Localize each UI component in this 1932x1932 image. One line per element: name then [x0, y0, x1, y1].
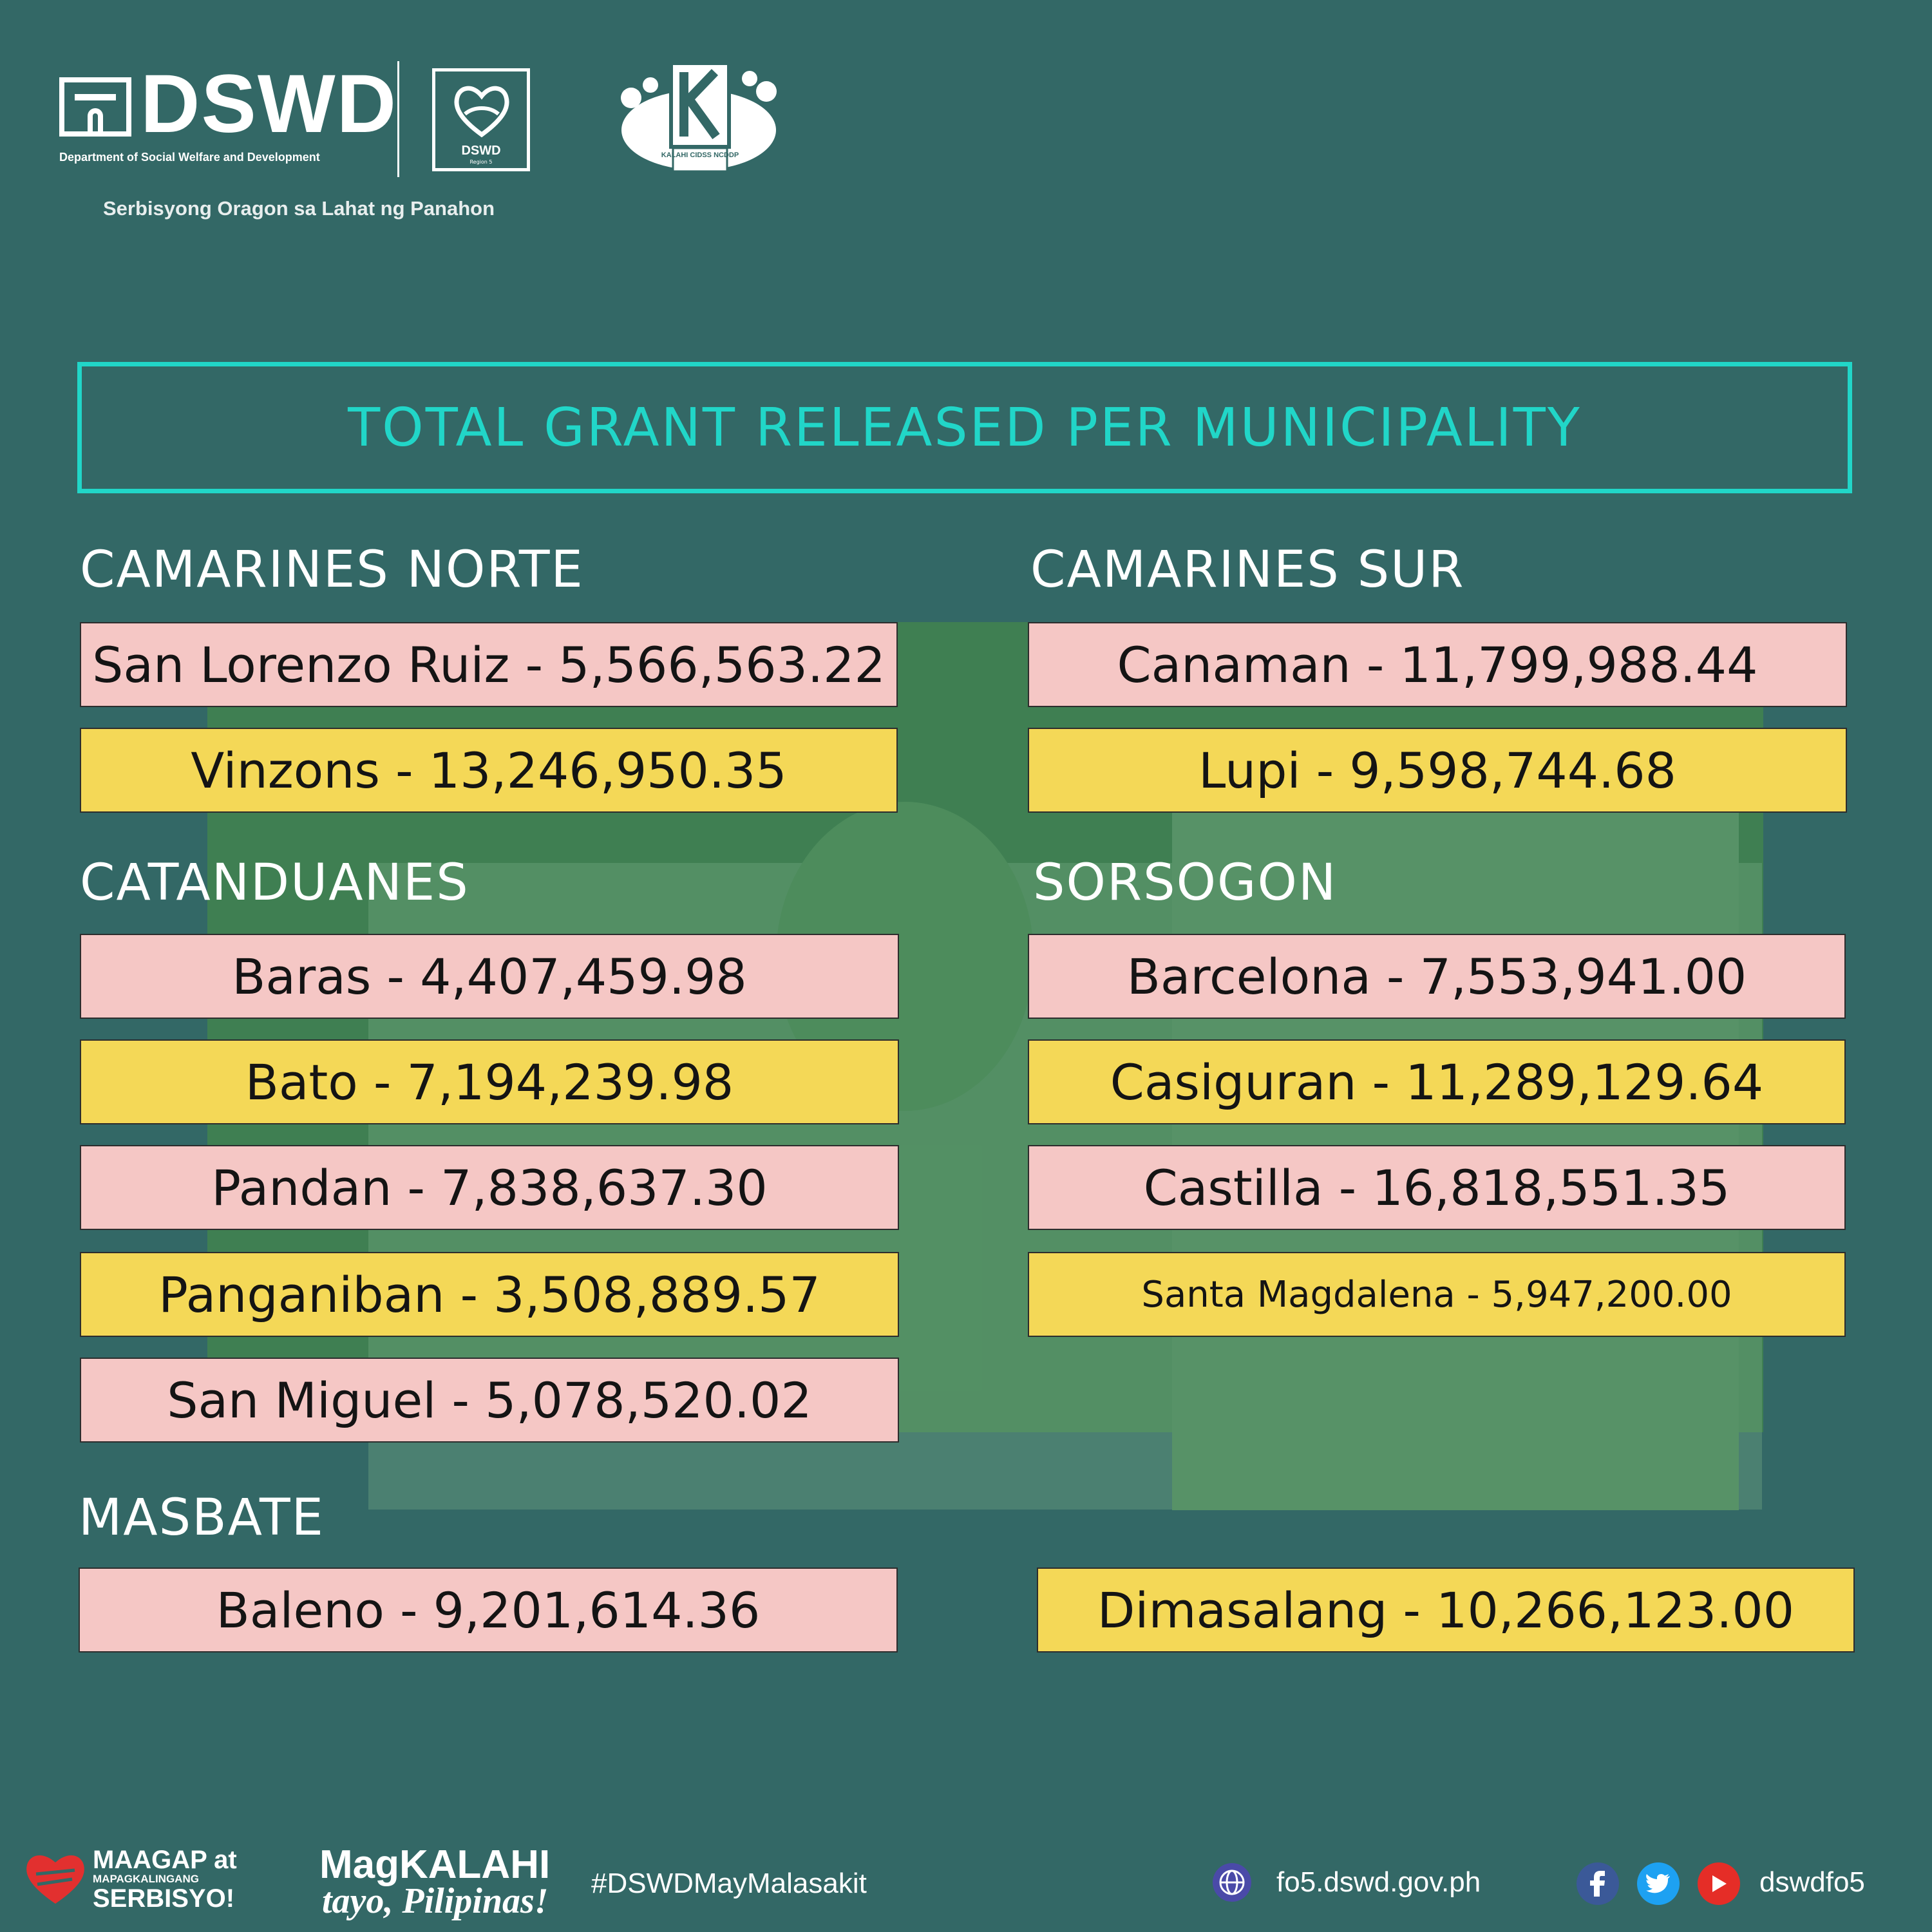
province-heading-camarines-norte: CAMARINES NORTE [80, 541, 584, 599]
grant-card-dimasalang: Dimasalang - 10,266,123.00 [1037, 1567, 1855, 1653]
grant-card-san-miguel: San Miguel - 5,078,520.02 [80, 1358, 899, 1443]
dswd-logo-text: DSWD [140, 58, 398, 150]
title-box: TOTAL GRANT RELEASED PER MUNICIPALITY [77, 362, 1852, 493]
page-title: TOTAL GRANT RELEASED PER MUNICIPALITY [348, 397, 1582, 459]
dswd-emblem-icon [59, 77, 131, 137]
social-handle[interactable]: dswdfo5 [1759, 1866, 1865, 1898]
twitter-icon[interactable] [1637, 1862, 1680, 1905]
grant-card-bato: Bato - 7,194,239.98 [80, 1039, 899, 1124]
magkalahi-logo-text: MagKALAHI [319, 1842, 551, 1887]
grant-card-canaman: Canaman - 11,799,988.44 [1028, 622, 1847, 707]
tagline: Serbisyong Oragon sa Lahat ng Panahon [103, 197, 495, 220]
kalahi-cidss-logo: KALAHI CIDSS NCDDP [621, 61, 777, 173]
globe-icon [1213, 1863, 1251, 1902]
grant-card-baras: Baras - 4,407,459.98 [80, 934, 899, 1019]
hashtag: #DSWDMayMalasakit [591, 1868, 867, 1899]
province-heading-camarines-sur: CAMARINES SUR [1030, 541, 1465, 599]
maagap-text-line3: SERBISYO! [93, 1884, 235, 1913]
dswd-logo-subtitle: Department of Social Welfare and Develop… [59, 151, 320, 164]
maagap-logo: MAAGAP at MAPAGKALINGANG SERBISYO! [23, 1842, 281, 1913]
region-logo-sub: Region 5 [469, 159, 493, 165]
province-heading-sorsogon: SORSOGON [1033, 854, 1338, 912]
grant-card-pandan: Pandan - 7,838,637.30 [80, 1145, 899, 1230]
region-logo-name: DSWD [461, 144, 501, 158]
grant-card-castilla: Castilla - 16,818,551.35 [1028, 1145, 1846, 1230]
grant-card-baleno: Baleno - 9,201,614.36 [79, 1567, 898, 1653]
grant-card-santa-magdalena: Santa Magdalena - 5,947,200.00 [1028, 1252, 1846, 1337]
magkalahi-logo-subtext: tayo, Pilipinas! [322, 1881, 549, 1921]
kalahi-logo-text: KALAHI CIDSS NCDDP [661, 151, 739, 159]
heart-icon [26, 1855, 84, 1904]
website-link[interactable]: fo5.dswd.gov.ph [1276, 1866, 1481, 1898]
facebook-icon[interactable] [1577, 1862, 1619, 1905]
youtube-icon[interactable] [1698, 1862, 1740, 1905]
dswd-region-logo: DSWD Region 5 [432, 68, 530, 171]
province-heading-masbate: MASBATE [79, 1489, 325, 1547]
grant-card-panganiban: Panganiban - 3,508,889.57 [80, 1252, 899, 1337]
maagap-text-line2: MAPAGKALINGANG [93, 1873, 199, 1885]
grant-card-vinzons: Vinzons - 13,246,950.35 [80, 728, 898, 813]
grant-card-barcelona: Barcelona - 7,553,941.00 [1028, 934, 1846, 1019]
grant-card-casiguran: Casiguran - 11,289,129.64 [1028, 1039, 1846, 1124]
province-heading-catanduanes: CATANDUANES [80, 854, 469, 912]
maagap-text-line1: MAAGAP at [93, 1846, 237, 1874]
logo-divider [397, 61, 399, 177]
grant-card-san-lorenzo-ruiz: San Lorenzo Ruiz - 5,566,563.22 [80, 622, 898, 707]
dswd-logo: DSWD Department of Social Welfare and De… [59, 63, 396, 179]
heart-hands-icon [454, 86, 509, 138]
grant-card-lupi: Lupi - 9,598,744.68 [1028, 728, 1847, 813]
